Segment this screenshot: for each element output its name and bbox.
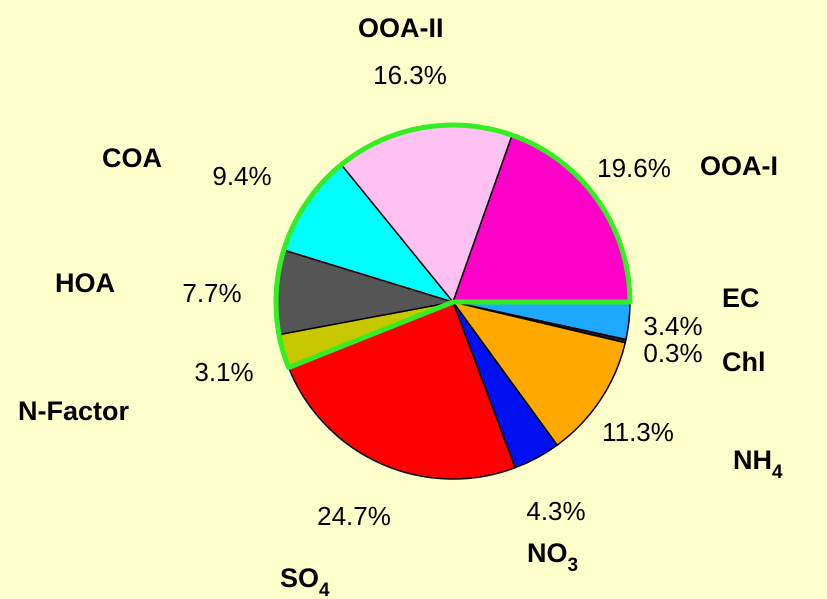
- slice-name: OOA-I: [700, 151, 778, 181]
- slice-value-label: 19.6%: [597, 153, 671, 183]
- slice-value-label: 24.7%: [317, 501, 391, 531]
- pie-slice: [451, 300, 627, 447]
- slice-value-label: 7.7%: [182, 278, 241, 308]
- slice-value-label: 4.3%: [526, 496, 585, 526]
- slice-name: NH4: [733, 445, 783, 482]
- slice-name: EC: [722, 283, 760, 313]
- slice-value-label: 11.3%: [602, 417, 674, 447]
- slice-name: COA: [102, 143, 162, 173]
- slice-name: N-Factor: [18, 396, 129, 426]
- slice-value-label: 3.4%: [643, 311, 702, 341]
- slice-value-label: 9.4%: [212, 161, 271, 191]
- slice-value-label: 0.3%: [643, 338, 702, 368]
- group-outline: [273, 122, 633, 371]
- slice-name: HOA: [55, 268, 115, 298]
- slice-name: NO3: [527, 538, 578, 575]
- slice-value-label: 16.3%: [373, 60, 447, 90]
- slice-name: Chl: [722, 347, 766, 377]
- slice-value-label: 3.1%: [194, 357, 253, 387]
- slice-name: SO4: [280, 563, 330, 599]
- slice-name: OOA-II: [358, 13, 444, 43]
